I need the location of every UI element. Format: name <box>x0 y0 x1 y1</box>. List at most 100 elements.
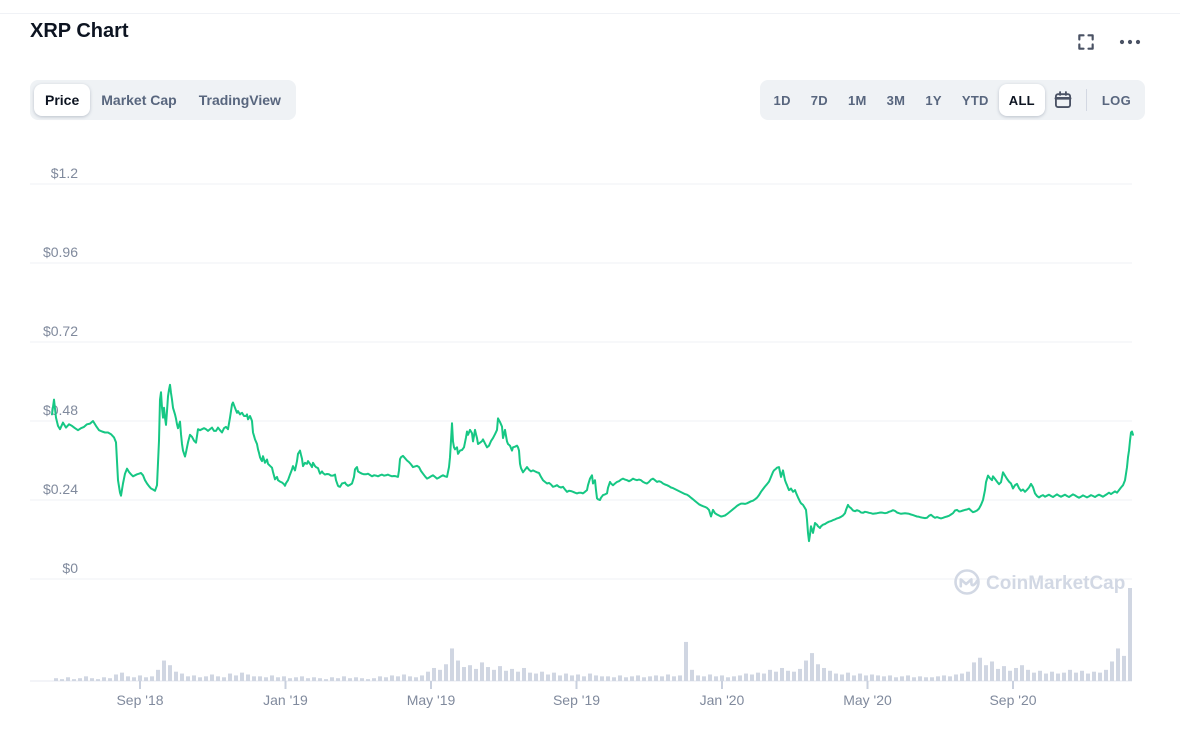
volume-bar <box>882 676 886 681</box>
range-all[interactable]: ALL <box>998 84 1045 116</box>
x-tick-label: Sep '20 <box>989 692 1036 708</box>
volume-bar <box>888 675 892 681</box>
volume-bar <box>774 671 778 681</box>
range-7d[interactable]: 7D <box>801 84 838 116</box>
volume-bar <box>792 671 796 681</box>
volume-bars <box>54 588 1132 681</box>
header-actions <box>1076 30 1142 54</box>
volume-bar <box>84 676 88 681</box>
volume-bar <box>630 676 634 681</box>
volume-bar <box>720 675 724 681</box>
volume-bar <box>408 676 412 681</box>
volume-bar <box>1032 672 1036 681</box>
volume-bar <box>378 676 382 681</box>
volume-bar <box>1116 648 1120 681</box>
volume-bar <box>594 675 598 681</box>
range-3m[interactable]: 3M <box>877 84 916 116</box>
volume-bar <box>102 677 106 681</box>
tab-tradingview[interactable]: TradingView <box>188 84 292 116</box>
volume-bar <box>1074 672 1078 681</box>
volume-bar <box>576 674 580 681</box>
volume-bar <box>1056 673 1060 681</box>
coinmarketcap-logo-icon <box>954 569 980 595</box>
volume-bar <box>672 676 676 681</box>
x-tick-label: Sep '19 <box>553 692 600 708</box>
volume-bar <box>426 671 430 681</box>
volume-bar <box>456 660 460 681</box>
volume-bar <box>954 674 958 681</box>
volume-bar <box>732 676 736 681</box>
volume-bar <box>696 675 700 681</box>
volume-bar <box>174 671 178 681</box>
calendar-icon <box>1054 91 1072 108</box>
volume-bar <box>552 672 556 681</box>
more-options-button[interactable] <box>1118 38 1142 46</box>
x-axis: Sep '18 Jan '19 May '19 Sep '19 Jan '20 May '… <box>30 680 1132 708</box>
volume-bar <box>300 676 304 681</box>
volume-bar <box>702 676 706 681</box>
range-controls: 1D 7D 1M 3M 1Y YTD ALL LOG <box>759 80 1145 120</box>
coinmarketcap-watermark: CoinMarketCap <box>954 569 1125 595</box>
volume-bar <box>54 678 58 681</box>
volume-bar <box>72 679 76 681</box>
volume-bar <box>492 669 496 681</box>
volume-bar <box>738 675 742 681</box>
tab-price[interactable]: Price <box>34 84 91 116</box>
volume-bar <box>780 667 784 681</box>
volume-bar <box>288 678 292 681</box>
volume-bar <box>186 676 190 681</box>
volume-bar <box>960 673 964 681</box>
range-1d[interactable]: 1D <box>764 84 801 116</box>
volume-bar <box>900 676 904 681</box>
fullscreen-button[interactable] <box>1076 32 1096 52</box>
y-tick-label: $1.2 <box>51 165 78 181</box>
volume-bar <box>798 668 802 681</box>
volume-bar <box>438 669 442 681</box>
volume-bar <box>318 678 322 681</box>
range-1m[interactable]: 1M <box>838 84 877 116</box>
volume-bar <box>192 675 196 681</box>
volume-bar <box>234 675 238 681</box>
volume-bar <box>558 675 562 681</box>
volume-bar <box>324 679 328 681</box>
volume-bar <box>138 675 142 681</box>
volume-bar <box>396 676 400 681</box>
date-picker-button[interactable] <box>1045 90 1081 110</box>
volume-bar <box>60 679 64 681</box>
fullscreen-icon <box>1078 34 1094 50</box>
volume-bar <box>306 678 310 681</box>
log-scale-button[interactable]: LOG <box>1092 84 1141 116</box>
y-tick-label: $0 <box>62 560 78 576</box>
volume-bar <box>180 673 184 681</box>
volume-bar <box>726 677 730 681</box>
range-1y[interactable]: 1Y <box>915 84 952 116</box>
volume-bar <box>1122 655 1126 681</box>
volume-bar <box>684 641 688 681</box>
volume-bar <box>444 664 448 681</box>
volume-bar <box>654 675 658 681</box>
top-divider <box>0 13 1180 14</box>
volume-bar <box>1068 669 1072 681</box>
volume-bar <box>750 674 754 681</box>
volume-bar <box>810 653 814 681</box>
volume-bar <box>414 677 418 681</box>
volume-bar <box>450 648 454 681</box>
volume-bar <box>648 676 652 681</box>
volume-bar <box>984 665 988 681</box>
volume-bar <box>816 664 820 681</box>
volume-bar <box>762 673 766 681</box>
x-tick-label: Jan '19 <box>263 692 308 708</box>
range-ytd[interactable]: YTD <box>952 84 999 116</box>
volume-bar <box>822 667 826 681</box>
volume-bar <box>756 672 760 681</box>
volume-bar <box>132 677 136 681</box>
volume-bar <box>240 672 244 681</box>
tab-market-cap[interactable]: Market Cap <box>90 84 187 116</box>
volume-bar <box>468 665 472 681</box>
volume-bar <box>462 667 466 681</box>
volume-bar <box>204 676 208 681</box>
volume-bar <box>624 677 628 681</box>
y-tick-label: $0.72 <box>43 323 78 339</box>
volume-bar <box>690 669 694 681</box>
